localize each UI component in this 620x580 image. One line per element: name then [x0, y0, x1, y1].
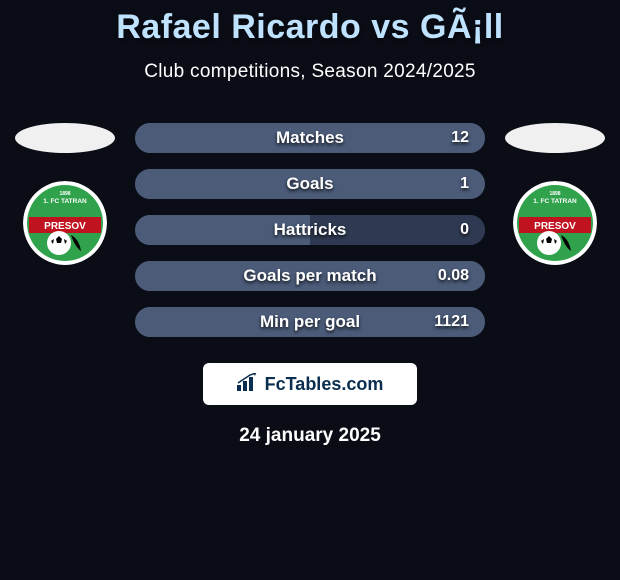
subtitle: Club competitions, Season 2024/2025: [0, 61, 620, 83]
stat-value-right: 0.08: [438, 267, 469, 285]
svg-text:1. FC TATRAN: 1. FC TATRAN: [43, 198, 87, 205]
stat-row: Matches 12: [135, 123, 485, 153]
left-player-column: PRESOV 1. FC TATRAN 1898: [15, 123, 115, 265]
stat-label: Goals per match: [243, 266, 376, 286]
comparison-content: PRESOV 1. FC TATRAN 1898 Matches 12 Goals 1…: [0, 123, 620, 337]
page-title: Rafael Ricardo vs GÃ¡ll: [0, 8, 620, 47]
stat-label: Goals: [286, 174, 333, 194]
stat-label: Matches: [276, 128, 344, 148]
stat-value-right: 12: [451, 129, 469, 147]
left-club-badge: PRESOV 1. FC TATRAN 1898: [23, 181, 107, 265]
svg-text:PRESOV: PRESOV: [534, 221, 576, 232]
tatran-presov-badge-icon: PRESOV 1. FC TATRAN 1898: [23, 181, 107, 265]
stat-row: Hattricks 0: [135, 215, 485, 245]
stat-label: Min per goal: [260, 312, 360, 332]
right-player-column: PRESOV 1. FC TATRAN 1898: [505, 123, 605, 265]
svg-text:PRESOV: PRESOV: [44, 221, 86, 232]
right-player-avatar-placeholder: [505, 123, 605, 153]
tatran-presov-badge-icon: PRESOV 1. FC TATRAN 1898: [513, 181, 597, 265]
stat-row: Min per goal 1121: [135, 307, 485, 337]
chart-icon: [237, 373, 259, 396]
stat-value-right: 0: [460, 221, 469, 239]
brand-logo[interactable]: FcTables.com: [203, 363, 417, 405]
stat-row: Goals per match 0.08: [135, 261, 485, 291]
left-player-avatar-placeholder: [15, 123, 115, 153]
footer-date: 24 january 2025: [0, 425, 620, 447]
svg-text:1898: 1898: [549, 191, 560, 197]
stat-label: Hattricks: [274, 220, 347, 240]
stat-value-right: 1: [460, 175, 469, 193]
right-club-badge: PRESOV 1. FC TATRAN 1898: [513, 181, 597, 265]
stat-row: Goals 1: [135, 169, 485, 199]
stats-panel: Matches 12 Goals 1 Hattricks 0 Goals per match…: [135, 123, 485, 337]
svg-text:1. FC TATRAN: 1. FC TATRAN: [533, 198, 577, 205]
stat-value-right: 1121: [434, 313, 469, 331]
brand-text: FcTables.com: [265, 374, 384, 395]
svg-text:1898: 1898: [59, 191, 70, 197]
